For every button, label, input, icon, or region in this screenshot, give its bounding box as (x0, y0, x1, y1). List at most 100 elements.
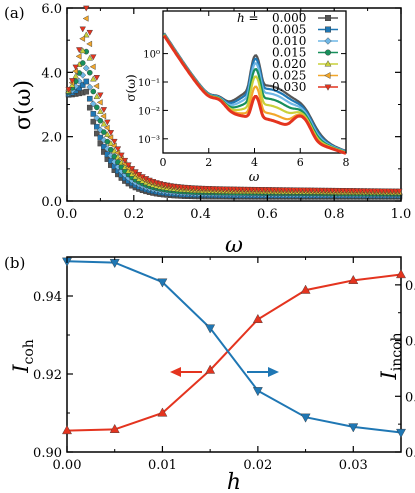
data-point (79, 35, 86, 42)
panel-a-y-label: σ(ω) (11, 80, 36, 130)
inset-y-label: σ(ω) (124, 74, 138, 101)
panel-a-x-label: ω (225, 233, 243, 258)
data-point (93, 93, 101, 99)
data-point (104, 119, 111, 126)
data-point (348, 274, 359, 284)
legend-marker (325, 14, 332, 21)
panel-b-label: (b) (4, 254, 25, 272)
legend-marker (324, 37, 332, 45)
data-point (86, 69, 93, 76)
data-point (100, 120, 108, 127)
data-point (97, 117, 104, 124)
data-point (104, 138, 111, 145)
panel-a-x-ticks: 0.0 0.2 0.4 0.6 0.8 1.0 (57, 8, 412, 222)
right-y-tick-label: 0.06 (405, 390, 415, 405)
data-point (396, 188, 403, 195)
data-point (157, 278, 168, 288)
inset-x-tick-label: 2 (205, 156, 212, 169)
data-point (101, 129, 107, 135)
x-tick-label: 0.6 (257, 207, 278, 222)
data-point (90, 88, 97, 95)
panel-b-data (62, 257, 406, 438)
data-point (83, 78, 90, 85)
inset-x-tick-label: 4 (251, 156, 258, 169)
data-point (86, 54, 93, 61)
data-point (90, 118, 97, 125)
inset-x-tick-label: 6 (297, 156, 304, 169)
inset-series-line (162, 34, 347, 155)
data-point (82, 15, 89, 22)
data-point (76, 47, 83, 54)
inset-x-tick-label: 8 (343, 156, 350, 169)
data-point (65, 87, 72, 93)
legend-marker (324, 60, 332, 67)
data-point (128, 166, 136, 173)
data-point (72, 72, 79, 79)
data-point (97, 140, 104, 147)
right-y-tick-label: 0.08 (405, 335, 415, 350)
data-point (86, 95, 93, 102)
data-point (93, 75, 101, 81)
panel-a-y-ticks: 0.0 2.0 4.0 6.0 (41, 2, 401, 210)
data-point (83, 5, 90, 12)
inset-y-tick-label: 10⁻¹ (138, 78, 160, 89)
svg-text:Icoh: Icoh (9, 339, 37, 374)
x-tick-label: 0.0 (57, 207, 78, 222)
legend-label: 0.010 (272, 34, 306, 48)
panel-b-x-ticks: 0.00 0.01 0.02 0.03 (53, 257, 402, 473)
x-tick-label: 0.4 (190, 207, 211, 222)
legend-label: 0.025 (272, 69, 306, 83)
y-tick-label: 0.0 (41, 195, 62, 210)
panel-a-label: (a) (4, 4, 25, 22)
series-line (66, 260, 402, 434)
data-point (125, 162, 132, 169)
panel-b-left-y-label: Icoh (9, 339, 37, 374)
data-point (89, 63, 96, 70)
panel-a-data (65, 5, 403, 200)
data-point (111, 138, 118, 145)
svg-text:Iincoh: Iincoh (377, 332, 405, 380)
panel-b-frame (66, 256, 402, 453)
left-y-tick-label: 0.90 (33, 446, 62, 461)
data-point (86, 29, 93, 36)
data-point (118, 152, 125, 159)
panel-b-right-y-label: Iincoh (377, 332, 405, 380)
legend-label: 0.005 (272, 23, 306, 37)
legend-marker (324, 84, 332, 91)
data-point (82, 64, 90, 72)
data-point (103, 124, 110, 131)
data-point (90, 111, 97, 117)
data-point (97, 108, 104, 114)
data-point (300, 413, 311, 423)
data-point (104, 131, 111, 137)
y-tick-label: 6.0 (41, 2, 62, 17)
data-point (157, 407, 168, 417)
data-point (94, 104, 100, 111)
data-point (79, 47, 86, 54)
legend-marker (325, 26, 332, 33)
data-point (93, 114, 101, 122)
data-point (90, 54, 97, 61)
data-point (205, 324, 216, 334)
data-point (75, 53, 82, 60)
data-point (72, 67, 78, 75)
right-y-tick-label: 0.04 (405, 446, 415, 461)
data-point (107, 140, 115, 146)
data-point (100, 136, 108, 144)
inset-y-tick-label: 10⁻² (138, 106, 160, 117)
data-point (252, 313, 263, 323)
data-point (90, 75, 97, 82)
left-y-tick-label: 0.92 (33, 368, 62, 383)
legend-label: 0.000 (272, 11, 306, 25)
inset-y-tick-label: 10⁻³ (138, 135, 160, 146)
legend-marker (325, 49, 332, 56)
data-point (111, 147, 118, 154)
data-point (205, 364, 216, 374)
x-tick-label: 0.01 (148, 458, 177, 473)
x-tick-label: 1.0 (391, 207, 412, 222)
data-point (86, 83, 94, 91)
data-point (100, 107, 108, 114)
x-tick-label: 0.03 (339, 458, 368, 473)
